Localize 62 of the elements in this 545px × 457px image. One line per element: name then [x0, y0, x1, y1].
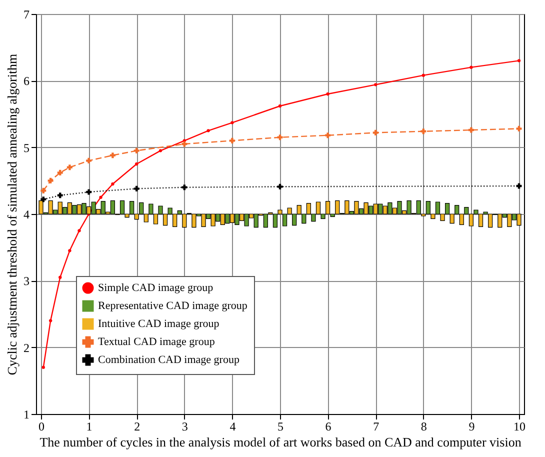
point: [78, 229, 81, 232]
point: [68, 249, 72, 252]
y-tick-label: 2: [24, 340, 30, 355]
x-tick-label: 1: [86, 420, 92, 434]
point: [206, 129, 210, 132]
legend-label: Intuitive CAD image group: [98, 318, 220, 330]
point: [420, 128, 426, 134]
point: [230, 121, 234, 124]
x-tick-label: 8: [420, 420, 427, 434]
point: [134, 186, 140, 192]
point: [372, 130, 378, 136]
x-axis-title: The number of cycles in the analysis model of art works based on CAD and computer vision: [40, 434, 522, 450]
point: [468, 127, 474, 133]
point: [40, 196, 46, 202]
point: [470, 66, 473, 69]
point: [277, 134, 283, 140]
point: [277, 184, 283, 190]
y-tick-label: 4: [24, 208, 30, 222]
point: [66, 164, 72, 170]
legend-label: Representative CAD image group: [98, 300, 248, 312]
point: [48, 178, 54, 184]
point: [57, 192, 63, 198]
point: [135, 162, 138, 166]
x-tick-label: 0: [38, 420, 44, 434]
point: [229, 138, 235, 144]
x-tick-label: 5: [278, 420, 284, 434]
x-tick-label: 7: [373, 420, 380, 434]
point: [99, 196, 102, 199]
y-tick-label: 6: [24, 74, 30, 88]
point: [42, 366, 45, 369]
x-tick-label: 4: [230, 420, 236, 434]
y-tick-label: 1: [24, 408, 30, 422]
point: [374, 83, 378, 86]
y-tick-label: 3: [24, 274, 30, 288]
point: [111, 182, 114, 186]
legend-label: Simple CAD image group: [98, 282, 214, 294]
point: [517, 59, 521, 62]
point: [516, 126, 522, 132]
x-tick-label: 9: [468, 420, 475, 434]
point: [40, 188, 46, 194]
point: [158, 149, 162, 152]
point: [58, 276, 62, 279]
x-tick-label: 6: [325, 420, 332, 434]
point: [326, 92, 330, 96]
point: [48, 319, 52, 322]
point: [86, 158, 92, 164]
y-tick-label: 5: [24, 140, 30, 155]
x-tick-label: 2: [134, 420, 140, 434]
point: [134, 148, 140, 154]
x-tick-label: 3: [182, 420, 188, 434]
point: [57, 170, 63, 176]
point: [325, 132, 331, 138]
y-axis-title: Cyclic adjustment threshold of simulated annealing algorithm: [4, 54, 20, 376]
legend-label: Combination CAD image group: [98, 354, 240, 366]
legend-label: Textual CAD image group: [98, 336, 216, 348]
point: [86, 189, 92, 195]
y-tick-label: 7: [24, 8, 30, 22]
point: [422, 74, 425, 77]
point: [182, 184, 188, 190]
point: [278, 104, 282, 108]
x-tick-label: 10: [514, 420, 526, 434]
point: [110, 152, 116, 158]
